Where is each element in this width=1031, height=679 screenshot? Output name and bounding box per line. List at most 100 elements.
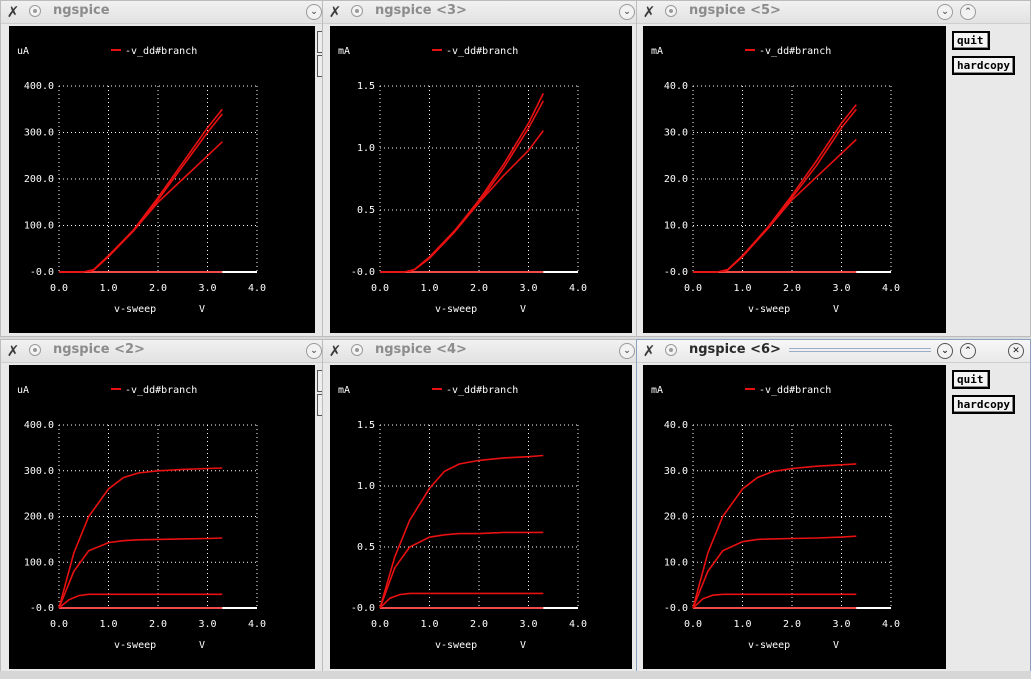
x-icon[interactable]: ✗	[642, 342, 656, 360]
button-panel: quit hardcopy	[946, 370, 1015, 420]
y-tick-label: 20.0	[664, 174, 688, 185]
y-unit-label: uA	[17, 46, 29, 57]
title-bar[interactable]: ✗ ngspice <6> ⌄ ⌃ ✕	[637, 340, 1030, 363]
x-icon[interactable]: ✗	[6, 342, 20, 360]
y-tick-label: -0.0	[30, 603, 54, 614]
y-tick-label: 40.0	[664, 81, 688, 92]
y-tick-label: -0.0	[664, 603, 688, 614]
hardcopy-button[interactable]: hardcopy	[952, 56, 1015, 75]
window-title: ngspice <5>	[689, 3, 781, 18]
window-menu-icon[interactable]	[351, 344, 363, 356]
chevron-down-icon[interactable]: ⌄	[619, 343, 635, 359]
x-icon[interactable]: ✗	[328, 342, 342, 360]
x-tick-label: 1.0	[420, 619, 438, 630]
chevron-up-icon[interactable]: ⌃	[960, 343, 976, 359]
x-tick-label: 0.0	[371, 283, 389, 294]
x-tick-label: 4.0	[882, 283, 900, 294]
y-tick-label: 10.0	[664, 557, 688, 568]
side-button-stub[interactable]	[317, 370, 322, 392]
series-line	[59, 141, 223, 273]
x-axis-label: v-sweep	[435, 640, 477, 651]
chevron-down-icon[interactable]: ⌄	[937, 343, 953, 359]
series-line	[692, 463, 857, 609]
x-tick-label: 1.0	[733, 619, 751, 630]
quit-button[interactable]: quit	[952, 370, 990, 389]
side-button-stub[interactable]	[317, 394, 322, 416]
series-line	[379, 531, 544, 609]
window-ngspice-5[interactable]: ✗ ngspice <5> ⌄ ⌃ mA -v_dd#branch -0.0 10.0…	[636, 0, 1031, 337]
legend-label: -v_dd#branch	[446, 385, 518, 396]
x-tick-label: 0.0	[371, 619, 389, 630]
chevron-up-icon[interactable]: ⌃	[960, 4, 976, 20]
y-tick-label: 20.0	[664, 512, 688, 523]
y-tick-label: 30.0	[664, 128, 688, 139]
window-title: ngspice	[53, 3, 110, 18]
side-button-stub[interactable]	[317, 31, 322, 53]
window-menu-icon[interactable]	[665, 344, 677, 356]
y-tick-label: -0.0	[664, 267, 688, 278]
y-tick-label: 400.0	[24, 420, 54, 431]
series-line	[693, 104, 857, 273]
y-tick-label: 100.0	[24, 557, 54, 568]
x-tick-label: 1.0	[420, 283, 438, 294]
x-axis-label: v-sweep	[114, 640, 156, 651]
title-bar[interactable]: ✗ ngspice <3> ⌄	[323, 1, 637, 24]
x-tick-label: 2.0	[149, 283, 167, 294]
window-menu-icon[interactable]	[29, 344, 41, 356]
x-tick-label: 1.0	[99, 619, 117, 630]
plot-area: mA -v_dd#branch -0.0 0.5 1.0 1.5 0.0 1.0 2.0 3.0 4…	[330, 365, 632, 669]
series-line	[58, 537, 223, 609]
hardcopy-button[interactable]: hardcopy	[952, 395, 1015, 414]
window-ngspice-1[interactable]: ✗ ngspice ⌄ uA -v_dd#branch -0.0 100.0 200.0…	[0, 0, 323, 337]
y-unit-label: mA	[651, 385, 663, 396]
title-bar[interactable]: ✗ ngspice <2> ⌄	[1, 340, 322, 363]
x-icon[interactable]: ✗	[328, 3, 342, 21]
window-ngspice-2[interactable]: ✗ ngspice <2> ⌄ uA -v_dd#branch -0.0 100.0 2…	[0, 339, 323, 675]
close-icon[interactable]: ✕	[1008, 343, 1024, 359]
chevron-down-icon[interactable]: ⌄	[306, 343, 322, 359]
x-tick-label: 3.0	[198, 619, 216, 630]
legend-label: -v_dd#branch	[446, 46, 518, 57]
window-ngspice-3[interactable]: ✗ ngspice <3> ⌄ mA -v_dd#branch -0.0 0.5 1.0…	[322, 0, 638, 337]
side-button-stub[interactable]	[317, 55, 322, 77]
window-ngspice-4[interactable]: ✗ ngspice <4> ⌄ mA -v_dd#branch -0.0 0.5 1.0…	[322, 339, 638, 675]
chart-svg: mA -v_dd#branch -0.0 0.5 1.0 1.5 0.0 1.0 2.0 3.0 4…	[338, 385, 587, 651]
window-menu-icon[interactable]	[351, 5, 363, 17]
series-line	[692, 593, 857, 609]
legend-label: -v_dd#branch	[759, 385, 831, 396]
y-tick-label: 30.0	[664, 466, 688, 477]
x-icon[interactable]: ✗	[642, 3, 656, 21]
plot-area: mA -v_dd#branch -0.0 10.0 20.0 30.0 40.0 0.0 1.0…	[643, 365, 946, 669]
window-menu-icon[interactable]	[29, 5, 41, 17]
x-tick-label: 0.0	[50, 619, 68, 630]
window-ngspice-6[interactable]: ✗ ngspice <6> ⌄ ⌃ ✕ mA -v_dd#branch -0.0 10…	[636, 339, 1031, 675]
series-line	[380, 130, 544, 273]
x-unit-label: V	[520, 304, 526, 315]
window-menu-icon[interactable]	[665, 5, 677, 17]
chevron-down-icon[interactable]: ⌄	[619, 4, 635, 20]
x-tick-label: 2.0	[783, 619, 801, 630]
title-bar[interactable]: ✗ ngspice <5> ⌄ ⌃	[637, 1, 1030, 24]
x-unit-label: V	[833, 640, 839, 651]
y-tick-label: 300.0	[24, 128, 54, 139]
close-icon[interactable]: ⌄	[306, 4, 322, 20]
x-tick-label: 1.0	[733, 283, 751, 294]
x-unit-label: V	[199, 304, 205, 315]
quit-button[interactable]: quit	[952, 31, 990, 50]
chart-svg: uA -v_dd#branch -0.0 100.0 200.0 300.0 400.0 0.…	[17, 385, 266, 651]
chevron-down-icon[interactable]: ⌄	[937, 4, 953, 20]
window-title: ngspice <6>	[689, 342, 781, 357]
y-tick-label: 400.0	[24, 81, 54, 92]
y-tick-label: -0.0	[351, 267, 375, 278]
title-bar[interactable]: ✗ ngspice <4> ⌄	[323, 340, 637, 363]
x-icon[interactable]: ✗	[6, 3, 20, 21]
series-line	[58, 467, 223, 609]
chart-svg: mA -v_dd#branch -0.0 10.0 20.0 30.0 40.0 0.0 1.0…	[651, 385, 900, 651]
x-tick-label: 3.0	[519, 619, 537, 630]
title-bar[interactable]: ✗ ngspice ⌄	[1, 1, 322, 24]
series-line	[380, 93, 545, 273]
series-line	[379, 592, 544, 609]
y-tick-label: 200.0	[24, 174, 54, 185]
x-tick-label: 2.0	[470, 283, 488, 294]
y-unit-label: mA	[651, 46, 663, 57]
